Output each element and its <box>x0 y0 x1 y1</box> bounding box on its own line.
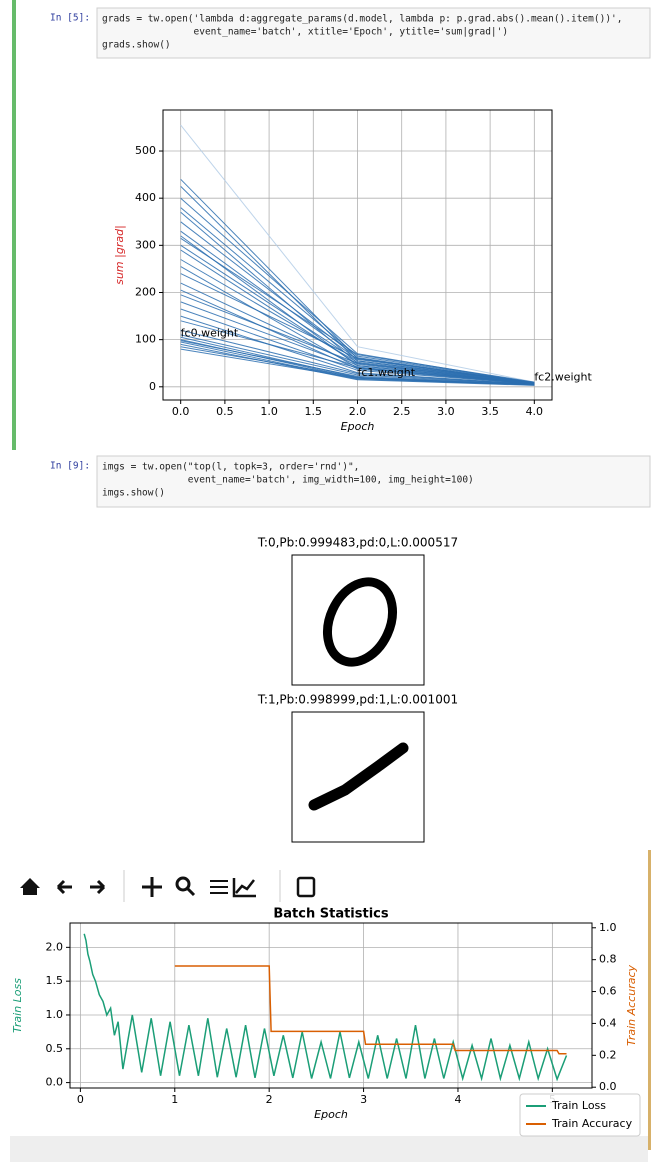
code-line: imgs.show() <box>102 488 165 499</box>
y-tick-label: 1.5 <box>46 974 64 987</box>
x-tick-label: 2 <box>266 1093 273 1106</box>
x-tick-label: 4.0 <box>526 405 544 418</box>
y-tick-label: 300 <box>135 238 156 251</box>
series-line <box>84 934 566 1079</box>
annotation: fc1.weight <box>358 366 416 379</box>
x-tick-label: 2.5 <box>393 405 411 418</box>
y2-tick-label: 0.8 <box>599 953 617 966</box>
configure-button[interactable] <box>210 881 228 893</box>
y2-tick-label: 0.6 <box>599 985 617 998</box>
x-tick-label: 0.5 <box>216 405 234 418</box>
x-tick-label: 1.5 <box>305 405 323 418</box>
cell-selection-bar <box>12 0 16 450</box>
x-tick-label: 3.0 <box>437 405 455 418</box>
x-tick-label: 2.0 <box>349 405 367 418</box>
x-tick-label: 0.0 <box>172 405 190 418</box>
cell-prompt: In [9]: <box>50 461 90 472</box>
y2-tick-label: 0.4 <box>599 1016 617 1029</box>
pan-button[interactable] <box>142 877 162 897</box>
y-tick-label: 200 <box>135 285 156 298</box>
legend-label: Train Accuracy <box>551 1117 633 1130</box>
edit-axis-button[interactable] <box>234 878 256 896</box>
image-title: T:0,Pb:0.999483,pd:0,L:0.000517 <box>257 536 458 550</box>
legend-label: Train Loss <box>551 1099 606 1112</box>
notebook: In [5]: grads = tw.open('lambda d:aggreg… <box>0 0 652 1162</box>
resize-border <box>648 850 651 1150</box>
forward-button[interactable] <box>90 881 104 893</box>
y-tick-label: 500 <box>135 144 156 157</box>
x-tick-label: 3 <box>360 1093 367 1106</box>
y-tick-label: 1.0 <box>46 1008 64 1021</box>
x-axis-label: Epoch <box>314 1108 348 1121</box>
x-tick-label: 4 <box>454 1093 461 1106</box>
x-axis-label: Epoch <box>341 420 375 433</box>
zoom-button[interactable] <box>177 878 189 890</box>
annotation: fc0.weight <box>181 327 239 340</box>
series-line <box>175 966 567 1054</box>
y2-tick-label: 1.0 <box>599 921 617 934</box>
x-tick-label: 0 <box>77 1093 84 1106</box>
save-button[interactable] <box>298 878 314 896</box>
y2-tick-label: 0.2 <box>599 1048 617 1061</box>
cell-prompt: In [5]: <box>50 13 90 24</box>
toolbar <box>20 877 314 897</box>
image-title: T:1,Pb:0.998999,pd:1,L:0.001001 <box>257 693 458 707</box>
y-axis-label: sum |grad| <box>113 225 126 285</box>
x-tick-label: 1.0 <box>260 405 278 418</box>
plot-frame <box>70 923 592 1088</box>
home-button[interactable] <box>20 878 40 895</box>
y-tick-label: 0 <box>149 380 156 393</box>
code-line: grads.show() <box>102 40 171 51</box>
y2-tick-label: 0.0 <box>599 1080 617 1093</box>
y2-axis-label: Train Accuracy <box>625 964 638 1046</box>
annotation: fc2.weight <box>534 370 592 383</box>
code-line: imgs = tw.open("top(l, topk=3, order='rn… <box>102 462 359 473</box>
status-bar <box>10 1136 648 1162</box>
back-button[interactable] <box>58 881 72 893</box>
code-line: grads = tw.open('lambda d:aggregate_para… <box>102 14 622 25</box>
zoom-handle <box>188 889 194 895</box>
x-tick-label: 1 <box>171 1093 178 1106</box>
y-tick-label: 100 <box>135 333 156 346</box>
y-axis-label: Train Loss <box>11 978 24 1033</box>
y-tick-label: 0.0 <box>46 1076 64 1089</box>
x-tick-label: 3.5 <box>481 405 499 418</box>
chart-title: Batch Statistics <box>273 907 389 922</box>
y-tick-label: 2.0 <box>46 940 64 953</box>
y-tick-label: 0.5 <box>46 1042 64 1055</box>
y-tick-label: 400 <box>135 191 156 204</box>
code-line: event_name='batch', img_width=100, img_h… <box>102 475 474 486</box>
code-line: event_name='batch', xtitle='Epoch', ytit… <box>102 27 508 38</box>
